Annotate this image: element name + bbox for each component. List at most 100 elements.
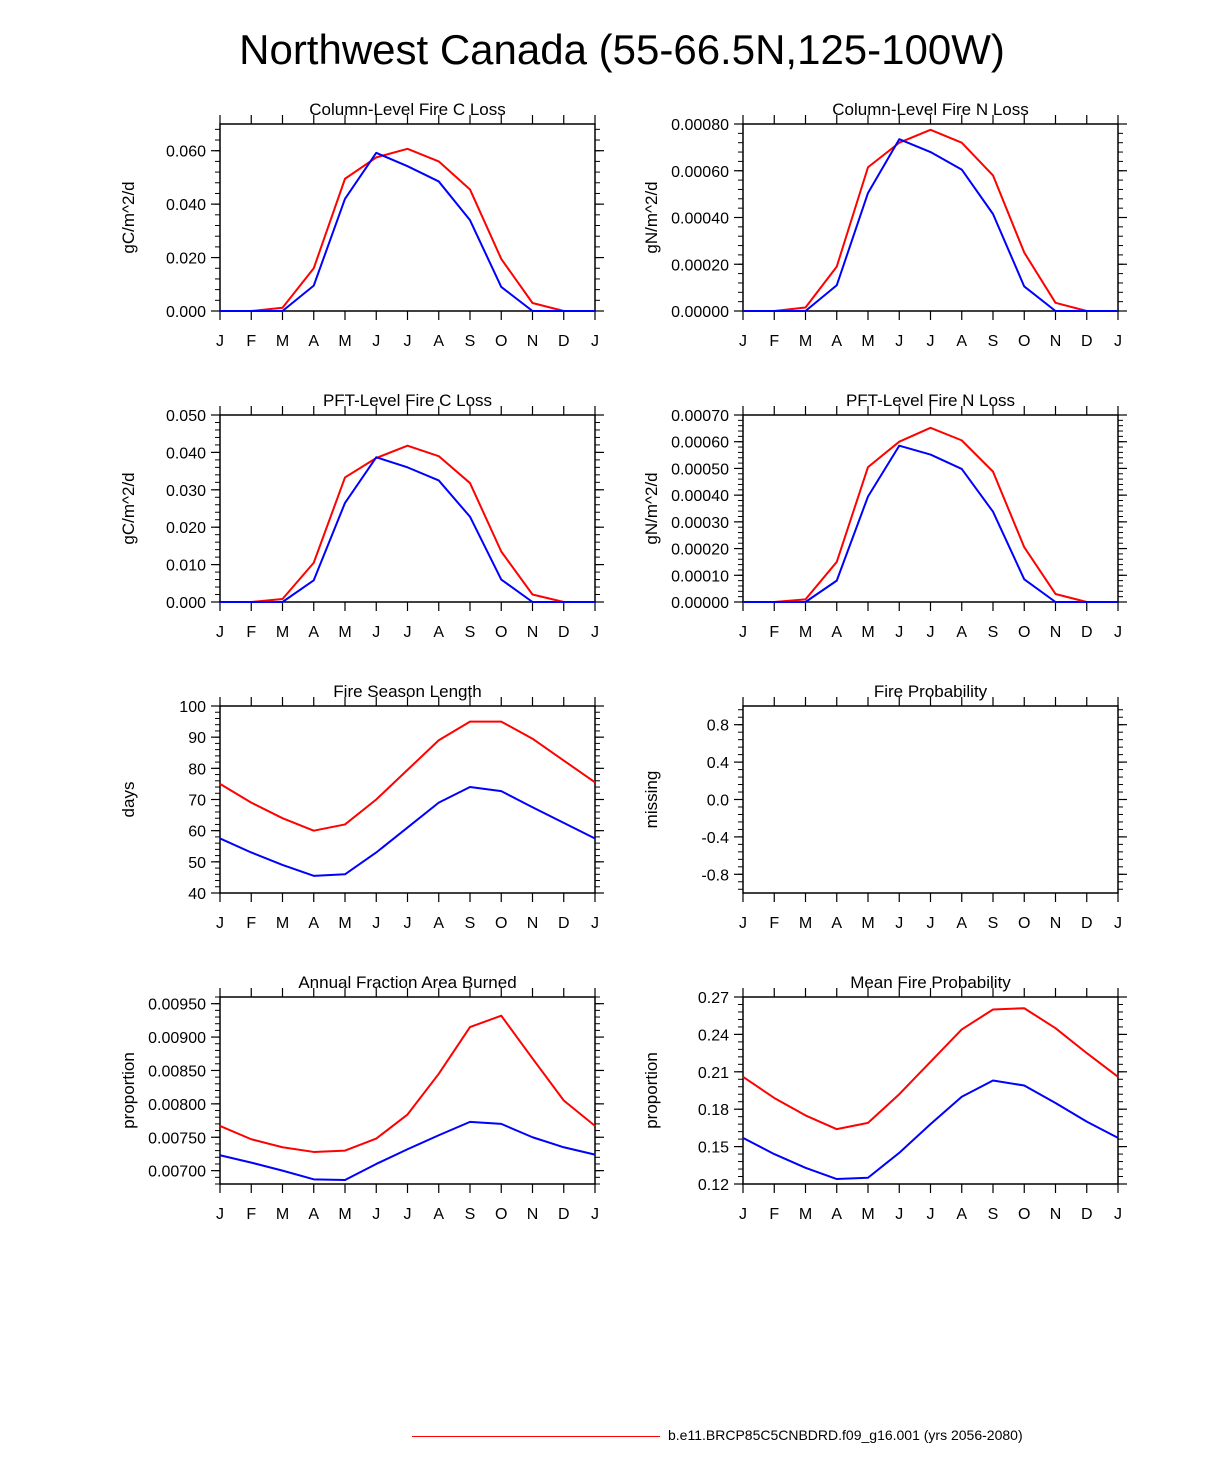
y-tick-label: 0.00030 [671, 515, 729, 532]
x-tick-label: F [769, 915, 779, 932]
y-tick-label: 0.18 [698, 1102, 729, 1119]
x-tick-label: J [372, 624, 380, 641]
y-tick-label: 0.030 [166, 483, 206, 500]
x-tick-label: O [1018, 1206, 1030, 1223]
x-tick-label: M [799, 1206, 812, 1223]
x-tick-label: O [495, 333, 507, 350]
chart-panel-8: Mean Fire Probability J F M A M J J A S O N D J 0.12 0.… [642, 973, 1127, 1223]
y-tick-label: 0.00950 [148, 997, 206, 1014]
x-tick-label: J [372, 333, 380, 350]
y-tick-label: 0.8 [707, 718, 729, 735]
x-tick-label: J [739, 1206, 747, 1223]
y-tick-label: 0.27 [698, 990, 729, 1007]
plot-frame [742, 996, 1119, 1185]
x-tick-label: D [558, 333, 570, 350]
x-tick-label: J [895, 915, 903, 932]
x-tick-label: A [956, 1206, 967, 1223]
x-tick-label: F [769, 624, 779, 641]
y-tick-label: 0.00040 [671, 211, 729, 228]
x-tick-label: J [739, 915, 747, 932]
x-tick-label: A [308, 333, 319, 350]
x-tick-label: M [799, 915, 812, 932]
x-tick-label: A [956, 915, 967, 932]
y-tick-label: 100 [179, 699, 206, 716]
x-tick-label: S [465, 624, 476, 641]
x-tick-label: M [338, 1206, 351, 1223]
x-tick-label: S [988, 1206, 999, 1223]
x-tick-label: J [216, 333, 224, 350]
series-line-red [219, 1014, 596, 1153]
series-line-red [220, 147, 595, 312]
series-line-blue [743, 138, 1118, 312]
x-tick-label: J [739, 333, 747, 350]
x-tick-label: J [927, 915, 935, 932]
y-tick-label: 0.00900 [148, 1030, 206, 1047]
series-line-blue [219, 1120, 596, 1181]
x-tick-label: J [591, 1206, 599, 1223]
chart-title: Column-Level Fire N Loss [832, 100, 1029, 119]
y-tick-label: 0.040 [166, 445, 206, 462]
y-tick-label: 0.060 [166, 144, 206, 161]
x-tick-label: M [276, 915, 289, 932]
y-tick-label: 0.00060 [671, 164, 729, 181]
x-tick-label: M [799, 624, 812, 641]
x-tick-label: O [1018, 624, 1030, 641]
y-tick-label: 40 [188, 886, 206, 903]
x-tick-label: A [433, 624, 444, 641]
x-tick-label: M [861, 624, 874, 641]
series-line-blue [742, 1079, 1119, 1181]
x-tick-label: M [338, 333, 351, 350]
x-tick-label: N [527, 1206, 539, 1223]
series-line-red [743, 426, 1118, 603]
x-tick-label: F [769, 1206, 779, 1223]
x-tick-label: M [861, 915, 874, 932]
y-axis-label: days [119, 782, 138, 818]
x-tick-label: J [404, 333, 412, 350]
legend-line-swatch [412, 1436, 660, 1437]
y-tick-label: 0.00800 [148, 1097, 206, 1114]
y-tick-label: 0.00040 [671, 488, 729, 505]
chart-panel-3: PFT-Level Fire C Loss J F M A M J J A S O N D J 0.000 0… [119, 391, 604, 641]
x-tick-label: A [308, 1206, 319, 1223]
x-tick-label: N [527, 624, 539, 641]
plot-frame [742, 414, 1119, 603]
chart-panel-1: Column-Level Fire C Loss J F M A M J J A S O N D J 0.0… [119, 100, 604, 350]
x-tick-label: F [246, 624, 256, 641]
x-tick-label: S [465, 1206, 476, 1223]
x-tick-label: A [831, 915, 842, 932]
x-tick-label: S [465, 915, 476, 932]
y-tick-label: 0.00020 [671, 257, 729, 274]
y-tick-label: 0.000 [166, 595, 206, 612]
x-tick-label: J [1114, 1206, 1122, 1223]
x-tick-label: J [216, 624, 224, 641]
x-tick-label: D [1081, 624, 1093, 641]
x-tick-label: F [246, 1206, 256, 1223]
x-tick-label: D [558, 624, 570, 641]
x-tick-label: J [927, 333, 935, 350]
legend-label: b.e11.BRCP85C5CNBDRD.f09_g16.001 (yrs 20… [668, 1427, 1023, 1443]
x-tick-label: D [1081, 333, 1093, 350]
x-tick-label: O [495, 1206, 507, 1223]
chart-title: Fire Season Length [333, 682, 481, 701]
x-tick-label: J [1114, 915, 1122, 932]
x-tick-label: A [308, 624, 319, 641]
x-tick-label: N [1050, 915, 1062, 932]
series-line-blue [220, 151, 595, 312]
x-tick-label: O [495, 624, 507, 641]
y-tick-label: 0.12 [698, 1177, 729, 1194]
y-tick-label: 0.000 [166, 304, 206, 321]
chart-title: PFT-Level Fire N Loss [846, 391, 1015, 410]
y-axis-label: gC/m^2/d [119, 472, 138, 544]
x-tick-label: D [558, 915, 570, 932]
x-tick-label: F [769, 333, 779, 350]
y-tick-label: 0.24 [698, 1027, 729, 1044]
plot-frame [219, 123, 596, 312]
x-tick-label: A [831, 1206, 842, 1223]
series-line-red [219, 720, 596, 832]
y-tick-label: 0.00070 [671, 408, 729, 425]
y-axis-label: gN/m^2/d [642, 181, 661, 253]
x-tick-label: A [831, 333, 842, 350]
chart-panel-5: Fire Season Length J F M A M J J A S O N D J 40 50 60 70 8… [119, 682, 604, 932]
x-tick-label: J [404, 915, 412, 932]
